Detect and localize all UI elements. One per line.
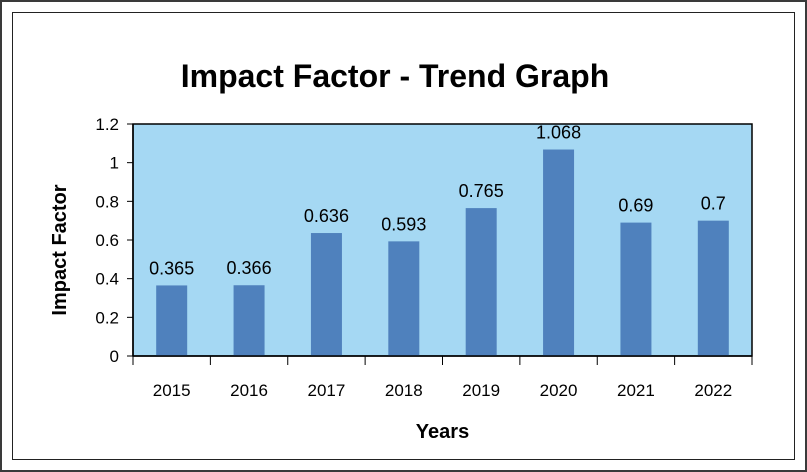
y-axis-title: Impact Factor: [49, 184, 71, 315]
data-label-2020: 1.068: [536, 123, 581, 143]
bar-2015: [156, 285, 188, 356]
bar-2019: [465, 208, 497, 356]
y-tick-label: 1.2: [95, 115, 119, 134]
x-tick-label: 2021: [617, 381, 655, 400]
bar-2020: [543, 149, 575, 356]
x-tick-label: 2022: [694, 381, 732, 400]
plot-area: [132, 123, 753, 357]
chart-title: Impact Factor - Trend Graph: [180, 58, 610, 94]
y-tick-label: 0.8: [95, 192, 119, 211]
y-tick-label: 0.2: [95, 308, 119, 327]
y-tick-label: 0.6: [95, 231, 119, 250]
bar-2017: [310, 233, 342, 356]
data-label-2019: 0.765: [459, 181, 504, 201]
data-label-2016: 0.366: [227, 258, 272, 278]
y-tick-label: 0: [110, 347, 119, 366]
bar-2021: [620, 222, 652, 356]
x-tick-label: 2017: [308, 381, 346, 400]
data-label-2021: 0.69: [618, 196, 653, 216]
data-label-2022: 0.7: [701, 194, 726, 214]
x-axis-title: Years: [416, 421, 469, 443]
bar-2016: [233, 285, 265, 356]
data-label-2018: 0.593: [381, 214, 426, 234]
x-tick-label: 2019: [462, 381, 500, 400]
data-label-2015: 0.365: [149, 258, 194, 278]
bar-2022: [697, 220, 729, 356]
data-label-2017: 0.636: [304, 206, 349, 226]
x-tick-label: 2016: [230, 381, 268, 400]
bar-2018: [388, 241, 420, 356]
y-tick-label: 0.4: [95, 270, 119, 289]
x-tick-label: 2015: [153, 381, 191, 400]
x-tick-label: 2020: [540, 381, 578, 400]
y-tick-label: 1: [110, 154, 119, 173]
x-tick-label: 2018: [385, 381, 423, 400]
